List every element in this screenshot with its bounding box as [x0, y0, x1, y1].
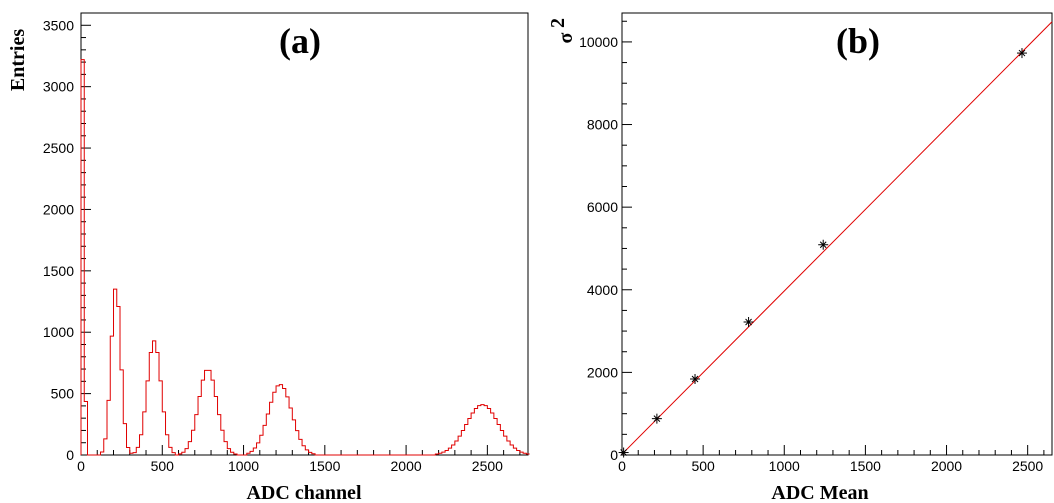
data-point	[618, 447, 629, 458]
y-axis-label-b-symbol: σ	[555, 32, 577, 43]
y-tick-label: 10000	[579, 34, 618, 50]
y-tick-label: 0	[610, 447, 618, 463]
panel-label-a: (a)	[279, 21, 321, 61]
y-tick-label: 3000	[43, 79, 74, 95]
data-point	[651, 413, 662, 424]
histogram-line	[80, 59, 530, 456]
x-tick-label: 500	[691, 458, 715, 474]
x-tick-label: 2500	[1012, 458, 1043, 474]
x-tick-label: 2500	[472, 458, 503, 474]
x-tick-label: 0	[77, 458, 85, 474]
x-tick-label: 2000	[391, 458, 422, 474]
y-tick-label: 1000	[43, 324, 74, 340]
panel-a: 0 500 1000 1500 2000 2500 0 500 1000 1500 2000 2500…	[7, 12, 530, 503]
data-point	[1016, 48, 1027, 59]
fit-line	[621, 21, 1053, 455]
y-tick-label: 0	[66, 447, 74, 463]
plot-frame-b	[621, 12, 1053, 456]
tick-group-b: 0 500 1000 1500 2000 2500 0 2000 4000 6000 8000 100…	[579, 20, 1045, 474]
x-tick-label: 2000	[931, 458, 962, 474]
data-point	[690, 373, 701, 384]
y-tick-label: 6000	[587, 199, 618, 215]
y-axis-label-b-superscript: 2	[547, 18, 569, 28]
x-tick-label: 1500	[850, 458, 881, 474]
x-tick-label: 0	[618, 458, 626, 474]
panel-b: 0 500 1000 1500 2000 2500 0 2000 4000 6000 8000 100…	[547, 12, 1053, 503]
y-tick-label: 2500	[43, 140, 74, 156]
panel-label-b: (b)	[836, 21, 880, 61]
x-tick-label: 1000	[769, 458, 800, 474]
y-axis-label-a: Entries	[7, 29, 29, 91]
data-point	[818, 239, 829, 250]
plot-frame-a	[80, 12, 529, 456]
y-tick-label: 2000	[587, 364, 618, 380]
data-points	[618, 48, 1027, 458]
y-axis-label-b: σ 2	[547, 18, 577, 43]
tick-group-a: 0 500 1000 1500 2000 2500 0 500 1000 1500 2000 2500…	[43, 12, 521, 474]
x-axis-label-b: ADC Mean	[771, 482, 868, 503]
data-point	[743, 316, 754, 327]
y-tick-label: 1500	[43, 263, 74, 279]
x-axis-label-a: ADC channel	[246, 482, 361, 503]
y-tick-label: 3500	[43, 17, 74, 33]
y-tick-label: 500	[51, 386, 75, 402]
x-tick-label: 500	[151, 458, 175, 474]
x-tick-label: 1500	[309, 458, 340, 474]
y-tick-label: 2000	[43, 201, 74, 217]
y-tick-label: 4000	[587, 282, 618, 298]
x-tick-label: 1000	[228, 458, 259, 474]
y-tick-label: 8000	[587, 117, 618, 133]
